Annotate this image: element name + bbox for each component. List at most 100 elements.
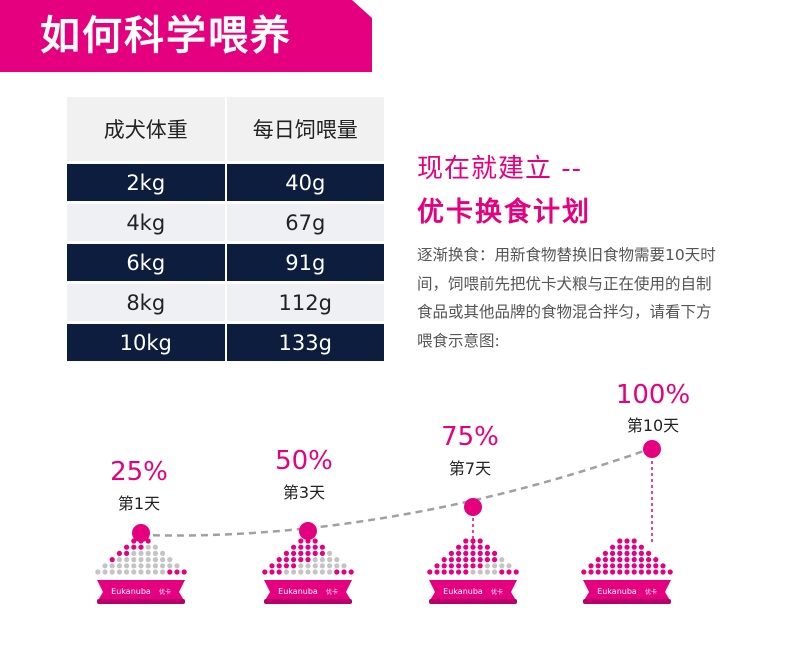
- kibble-dot: [152, 550, 158, 557]
- kibble-dot: [617, 569, 623, 575]
- kibble-dot: [124, 544, 130, 550]
- kibble-dot: [506, 563, 512, 569]
- bowl-base: [264, 599, 352, 604]
- kibble-dot: [138, 563, 144, 569]
- kibble-dot: [327, 550, 333, 557]
- step-day: 第1天: [117, 494, 161, 513]
- kibble-dot: [624, 569, 630, 575]
- step-percent: 50%: [275, 446, 333, 476]
- kibble-dot: [631, 563, 637, 569]
- kibble-dot: [617, 563, 623, 569]
- kibble-dot: [499, 569, 505, 575]
- kibble-dot: [298, 544, 304, 550]
- kibble-dot: [470, 563, 476, 569]
- kibble-dot: [631, 538, 637, 544]
- weight-cell: 10kg: [67, 321, 226, 361]
- step-percent: 100%: [615, 380, 691, 410]
- amount-cell: 133g: [224, 321, 384, 361]
- kibble-dot: [610, 557, 616, 563]
- kibble-dot: [334, 557, 340, 563]
- kibble-dot: [513, 569, 519, 575]
- food-bowl: Eukanuba 优卡: [427, 538, 519, 604]
- kibble-dot: [427, 569, 433, 575]
- kibble-dot: [276, 569, 282, 575]
- amount-cell: 91g: [224, 241, 384, 283]
- step-percent: 25%: [110, 457, 168, 487]
- kibble-dot: [484, 563, 490, 569]
- step-day: 第10天: [626, 416, 680, 435]
- kibble-dot: [262, 569, 268, 575]
- kibble-dot: [334, 569, 340, 575]
- table-header-row: 成犬体重 每日饲喂量: [67, 97, 384, 163]
- step-day: 第7天: [448, 459, 492, 478]
- kibble-dot: [581, 569, 587, 575]
- kibble-dot: [102, 569, 108, 575]
- kibble-dot: [174, 563, 180, 569]
- kibble-dot: [617, 538, 623, 544]
- kibble-dot: [312, 544, 318, 550]
- kibble-dot: [484, 550, 490, 557]
- kibble-dot: [276, 563, 282, 569]
- kibble-dot: [341, 569, 347, 575]
- kibble-dot: [499, 557, 505, 563]
- kibble-dot: [610, 544, 616, 550]
- kibble-dot: [291, 557, 297, 563]
- kibble-dot: [131, 538, 137, 544]
- kibble-dot: [456, 550, 462, 557]
- kibble-dot: [646, 569, 652, 575]
- weight-cell: 8kg: [67, 281, 226, 323]
- kibble-dot: [145, 557, 151, 563]
- bowl-base: [429, 599, 517, 604]
- step-marker: [132, 524, 150, 542]
- kibble-dot: [283, 550, 289, 557]
- kibble-dot: [305, 550, 311, 557]
- step-day: 第3天: [282, 483, 326, 502]
- kibble-dot: [448, 550, 454, 557]
- table-row: 2kg 40g: [67, 161, 384, 203]
- page-title: 如何科学喂养: [40, 13, 292, 59]
- step-marker: [299, 522, 317, 540]
- column-header-weight: 成犬体重: [67, 97, 226, 163]
- kibble-dot: [477, 569, 483, 575]
- feeding-table: 成犬体重 每日饲喂量 2kg 40g 4kg 67g 6kg 91g 8kg 1…: [67, 97, 384, 361]
- kibble-dot: [484, 557, 490, 563]
- kibble-dot: [484, 544, 490, 550]
- weight-cell: 6kg: [67, 241, 226, 283]
- kibble-dot: [646, 557, 652, 563]
- weight-cell: 2kg: [67, 161, 226, 203]
- kibble-dot: [116, 563, 122, 569]
- kibble-dot: [631, 544, 637, 550]
- kibble-dot: [138, 538, 144, 544]
- kibble-dot: [667, 569, 673, 575]
- kibble-dot: [312, 550, 318, 557]
- kibble-dot: [492, 557, 498, 563]
- kibble-dot: [448, 569, 454, 575]
- kibble-dot: [470, 557, 476, 563]
- kibble-dot: [499, 563, 505, 569]
- bowl-body: [429, 580, 517, 602]
- step-percent: 75%: [441, 422, 499, 452]
- kibble-dot: [434, 563, 440, 569]
- kibble-dot: [492, 550, 498, 557]
- kibble-dot: [456, 557, 462, 563]
- progress-curve: [140, 446, 653, 537]
- kibble-dot: [298, 557, 304, 563]
- kibble-dot: [131, 557, 137, 563]
- kibble-dot: [595, 563, 601, 569]
- kibble-dot: [484, 569, 490, 575]
- kibble-dot: [291, 550, 297, 557]
- kibble-dot: [631, 569, 637, 575]
- kibble-dot: [477, 538, 483, 544]
- bowl-brand-cn-label: 优卡: [159, 588, 171, 596]
- kibble-dot: [660, 563, 666, 569]
- kibble-dot: [610, 550, 616, 557]
- kibble-dot: [463, 550, 469, 557]
- kibble-dot: [470, 538, 476, 544]
- kibble-dot: [463, 569, 469, 575]
- plan-heading: 现在就建立 --: [417, 154, 583, 184]
- kibble-dot: [646, 550, 652, 557]
- kibble-dot: [463, 538, 469, 544]
- kibble-dot: [631, 550, 637, 557]
- kibble-dot: [477, 550, 483, 557]
- kibble-dot: [341, 563, 347, 569]
